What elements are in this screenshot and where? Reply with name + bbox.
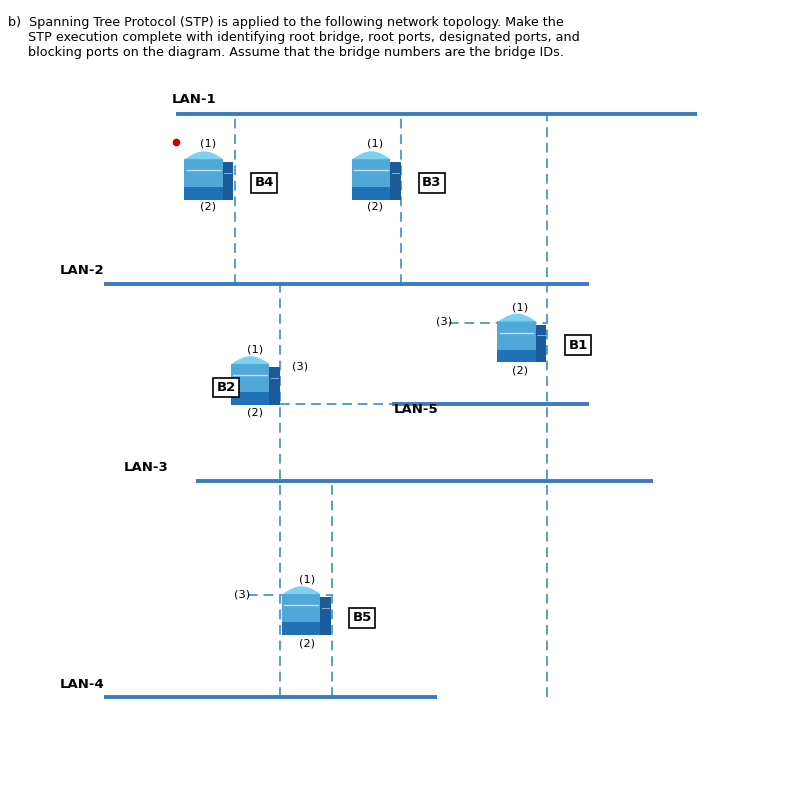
FancyBboxPatch shape xyxy=(352,188,390,199)
FancyBboxPatch shape xyxy=(184,188,223,199)
FancyBboxPatch shape xyxy=(390,162,400,200)
Text: (2): (2) xyxy=(200,202,216,211)
FancyBboxPatch shape xyxy=(269,367,280,405)
Text: B2: B2 xyxy=(216,381,235,394)
Text: blocking ports on the diagram. Assume that the bridge numbers are the bridge IDs: blocking ports on the diagram. Assume th… xyxy=(8,46,564,58)
Text: (1): (1) xyxy=(367,139,383,148)
Text: (1): (1) xyxy=(200,139,216,148)
Text: (1): (1) xyxy=(299,575,315,585)
FancyBboxPatch shape xyxy=(184,158,223,199)
FancyBboxPatch shape xyxy=(536,325,546,362)
FancyBboxPatch shape xyxy=(497,321,536,362)
Text: (2): (2) xyxy=(247,407,263,417)
Text: LAN-3: LAN-3 xyxy=(124,462,169,474)
FancyBboxPatch shape xyxy=(352,158,390,199)
Text: (2): (2) xyxy=(299,638,315,648)
Text: b)  Spanning Tree Protocol (STP) is applied to the following network topology. M: b) Spanning Tree Protocol (STP) is appli… xyxy=(8,16,564,28)
Text: LAN-2: LAN-2 xyxy=(60,265,105,277)
FancyBboxPatch shape xyxy=(223,162,233,200)
FancyBboxPatch shape xyxy=(282,623,320,634)
Text: LAN-4: LAN-4 xyxy=(60,678,105,691)
Text: (3): (3) xyxy=(292,362,308,371)
FancyBboxPatch shape xyxy=(320,597,331,635)
Text: LAN-1: LAN-1 xyxy=(172,94,217,106)
FancyBboxPatch shape xyxy=(497,350,536,362)
Text: B1: B1 xyxy=(569,339,588,351)
Text: B5: B5 xyxy=(352,611,372,624)
Text: (1): (1) xyxy=(512,303,528,312)
FancyBboxPatch shape xyxy=(231,363,269,404)
Text: (2): (2) xyxy=(512,366,528,375)
Text: STP execution complete with identifying root bridge, root ports, designated port: STP execution complete with identifying … xyxy=(8,31,580,43)
Text: LAN-5: LAN-5 xyxy=(394,403,439,416)
Text: (3): (3) xyxy=(436,317,452,326)
Text: (3): (3) xyxy=(234,590,250,600)
Text: (2): (2) xyxy=(367,202,383,211)
Text: B3: B3 xyxy=(422,177,441,189)
FancyBboxPatch shape xyxy=(231,392,269,404)
FancyBboxPatch shape xyxy=(282,593,320,634)
Text: B4: B4 xyxy=(255,177,274,189)
Text: (1): (1) xyxy=(247,344,263,354)
